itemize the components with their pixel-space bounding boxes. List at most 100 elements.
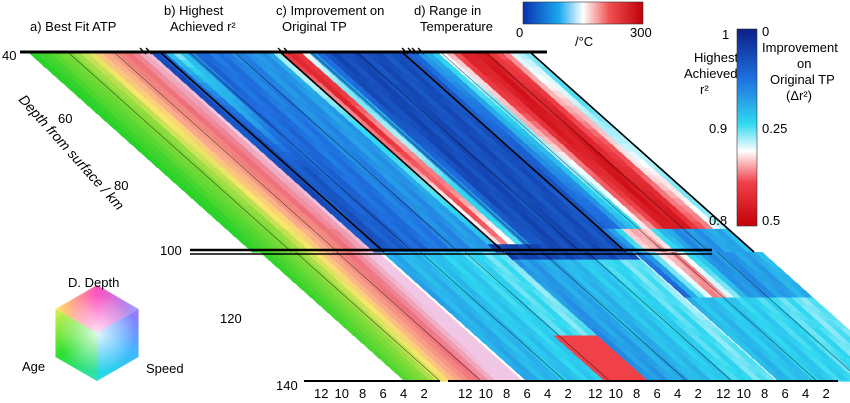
panel-a-cell [322,289,338,299]
panel-c-cell [636,274,653,283]
panel-a-cell [105,75,122,84]
panel-c-cell [583,297,600,306]
panel-a-cell [175,98,192,107]
panel-d-cell [488,128,505,138]
panel-b-cell [398,228,416,238]
panel-c-cell [355,75,373,84]
panel-c-cell [499,228,516,238]
panel-b-cell [420,267,437,276]
panel-a-cell [109,98,126,107]
panel-c-cell [698,343,715,352]
panel-b-cell [268,105,285,115]
panel-d-cell [551,90,569,99]
panel-b-cell [311,105,328,115]
panel-d-cell [433,67,450,76]
panel-a-cell [235,152,252,161]
panel-a-cell [437,358,454,367]
panel-d-cell [599,152,616,161]
panel-a-cell [185,159,202,168]
panel-d-cell [750,305,767,314]
panel-c-cell [363,121,381,130]
panel-d-cell [543,121,560,130]
panel-d-cell [649,190,666,199]
panel-b-cell [227,121,244,130]
panel-b-cell [200,52,217,61]
panel-c-cell [655,343,672,352]
panel-a-cell [140,152,157,161]
panel-b-cell [437,205,455,215]
panel-b-cell [314,121,331,130]
panel-c-cell [499,152,516,161]
panel-d-cell [714,267,732,276]
panel-b-cell [261,67,278,76]
panel-c-cell [410,136,427,145]
panel-c-cell [728,350,745,359]
panel-a-cell [477,358,493,367]
panel-c-cell [483,221,500,230]
age-tick-label: 10 [609,386,623,401]
panel-a-cell [328,289,345,299]
panel-d-cell [516,128,533,138]
panel-c-cell [450,198,467,207]
panel-d-cell [602,167,619,176]
panel-d-cell [550,121,567,130]
panel-b-cell [468,297,485,306]
panel-a-cell [398,305,414,314]
panel-b-cell [607,358,624,367]
panel-a-cell [399,335,416,344]
panel-d-cell [522,52,540,61]
panel-b-cell [245,98,262,107]
panel-c-cell [500,198,518,207]
panel-c-cell [308,52,325,61]
panel-a-cell [207,159,224,168]
panel-d-cell [529,159,547,168]
panel-a-cell [350,297,366,306]
age-tick-label: 12 [458,386,472,401]
panel-d-cell [819,335,837,344]
panel-d-cell [677,190,695,199]
panel-b-cell [181,67,199,76]
panel-d-cell [649,228,667,238]
panel-b-cell [550,320,568,329]
panel-b-cell [377,190,394,199]
panel-d-cell [507,82,524,92]
panel-b-cell [426,259,443,268]
panel-b-cell [337,128,354,138]
panel-c-cell [372,128,390,138]
panel-d-cell [525,136,542,145]
panel-d-cell [846,365,850,369]
panel-c-cell [575,213,593,222]
panel-b-cell [405,228,423,238]
panel-c-cell [620,305,637,314]
panel-c-cell [554,213,571,222]
panel-c-cell [417,98,435,107]
panel-d-cell [692,259,709,268]
panel-a-cell [376,297,393,306]
panel-c-cell [483,144,501,153]
panel-d-cell [626,144,643,153]
panel-c-cell [722,358,739,367]
panel-b-cell [387,205,404,215]
panel-a-cell [413,289,430,299]
panel-a-cell [208,167,226,176]
panel-d-cell [548,182,565,192]
panel-c-cell [496,213,513,222]
panel-c-cell [436,121,453,130]
panel-c-cell [509,167,527,176]
panel-d-cell [628,190,645,199]
panel-a-cell [395,320,412,329]
panel-d-cell [456,75,473,84]
panel-d-cell [531,167,548,176]
panel-b-cell [279,128,296,138]
r2-tick-1: 1 [722,27,729,42]
panel-a-cell [128,82,146,92]
panel-a-cell [68,75,86,84]
panel-b-cell [558,320,575,329]
panel-b-cell [404,182,422,192]
panel-b-cell [220,82,238,92]
panel-b-cell [407,236,424,245]
panel-b-cell [549,350,566,359]
panel-c-cell [732,373,749,382]
panel-c-cell [689,373,706,382]
panel-c-cell [407,82,425,92]
